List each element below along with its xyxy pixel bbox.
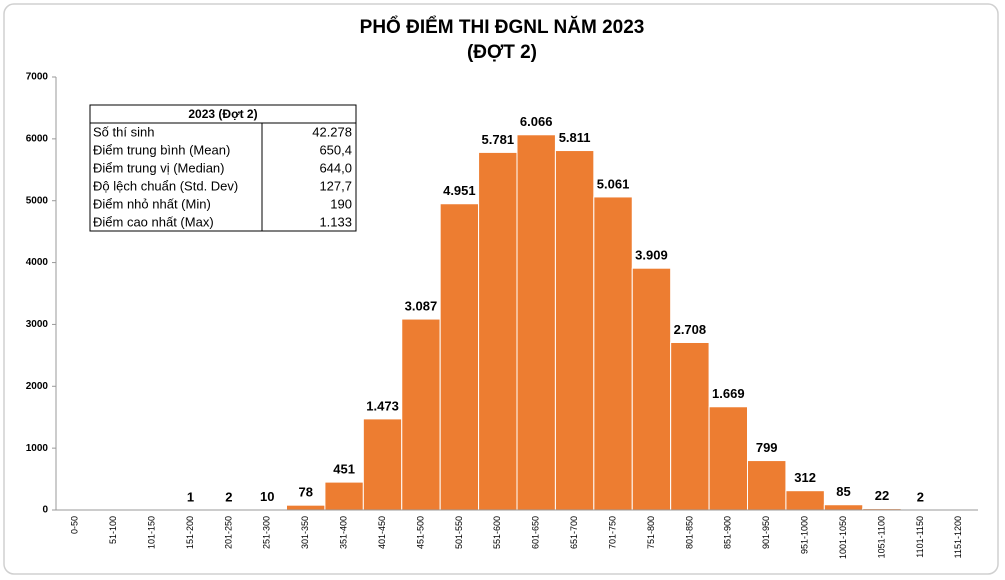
- x-tick-label: 801-850: [684, 516, 694, 549]
- x-tick-label: 301-350: [300, 516, 310, 549]
- value-label: 1: [187, 489, 194, 504]
- table-label: Điểm trung bình (Mean): [93, 142, 230, 157]
- value-label: 5.061: [597, 176, 630, 191]
- table-value: 190: [330, 196, 352, 211]
- bar: [478, 151, 518, 511]
- x-tick-label: 351-400: [339, 516, 349, 549]
- table-label: Điểm trung vị (Median): [93, 160, 225, 175]
- value-label: 10: [260, 489, 274, 504]
- x-tick-label: 51-100: [108, 516, 118, 544]
- chart-title: PHỔ ĐIỂM THI ĐGNL NĂM 2023: [360, 16, 645, 38]
- value-label: 6.066: [520, 114, 553, 129]
- x-tick-label: 251-300: [262, 516, 272, 549]
- y-tick-label: 4000: [26, 257, 49, 268]
- table-value: 1.133: [319, 214, 352, 229]
- x-tick-label: 0-50: [70, 516, 80, 534]
- value-label: 2: [225, 489, 232, 504]
- x-tick-label: 751-800: [646, 516, 656, 549]
- x-tick-label: 951-1000: [800, 516, 810, 554]
- value-label: 1.669: [712, 386, 745, 401]
- x-tick-label: 501-550: [454, 516, 464, 549]
- table-value: 650,4: [319, 142, 352, 157]
- table-value: 42.278: [312, 124, 352, 139]
- value-label: 451: [333, 462, 355, 477]
- value-label: 78: [298, 485, 312, 500]
- x-tick-label: 551-600: [492, 516, 502, 549]
- value-label: 4.951: [443, 183, 476, 198]
- bar: [708, 406, 748, 511]
- value-label: 22: [875, 488, 889, 503]
- x-tick-label: 401-450: [377, 516, 387, 549]
- x-tick-label: 101-150: [146, 516, 156, 549]
- value-label: 799: [756, 440, 778, 455]
- stats-table: [89, 104, 357, 232]
- bar: [401, 318, 441, 511]
- x-tick-label: 651-700: [569, 516, 579, 549]
- y-tick-label: 7000: [26, 72, 49, 83]
- y-tick-label: 5000: [26, 195, 49, 206]
- value-label: 5.811: [559, 130, 591, 145]
- x-tick-label: 201-250: [223, 516, 233, 549]
- value-label: 2.708: [674, 322, 707, 337]
- x-tick-label: 1101-1150: [915, 516, 925, 558]
- table-value: 127,7: [319, 178, 352, 193]
- bar: [439, 203, 480, 511]
- x-tick-label: 1151-1200: [953, 516, 963, 558]
- value-label: 2: [917, 489, 924, 504]
- x-tick-label: 451-500: [415, 516, 425, 549]
- table-header: 2023 (Đợt 2): [188, 107, 257, 121]
- x-tick-label: 901-950: [761, 516, 771, 549]
- value-label: 1.473: [366, 398, 399, 413]
- bar: [593, 196, 633, 511]
- y-tick-label: 6000: [26, 133, 49, 144]
- table-value: 644,0: [319, 160, 352, 175]
- y-tick-label: 3000: [26, 319, 49, 330]
- value-label: 3.087: [405, 298, 438, 313]
- x-tick-label: 701-750: [607, 516, 617, 549]
- table-label: Điểm nhỏ nhất (Min): [93, 196, 211, 211]
- value-label: 5.781: [482, 132, 515, 147]
- y-tick-label: 0: [42, 505, 48, 516]
- x-tick-label: 601-650: [531, 516, 541, 549]
- bar: [670, 341, 710, 511]
- bar: [516, 134, 556, 511]
- value-label: 312: [794, 470, 816, 485]
- bar: [362, 418, 403, 511]
- bar: [785, 490, 825, 511]
- bar: [823, 504, 864, 511]
- y-tick-label: 1000: [26, 443, 49, 454]
- x-tick-label: 851-900: [723, 516, 733, 549]
- bar: [286, 504, 326, 511]
- table-label: Số thí sinh: [93, 124, 154, 139]
- value-label: 3.909: [635, 248, 668, 263]
- bar: [747, 460, 787, 511]
- value-label: 85: [836, 484, 850, 499]
- x-tick-label: 1051-1100: [876, 516, 886, 558]
- chart-subtitle: (ĐỢT 2): [467, 42, 537, 63]
- x-tick-label: 151-200: [185, 516, 195, 549]
- table-label: Điểm cao nhất (Max): [93, 214, 214, 229]
- y-tick-label: 2000: [26, 381, 49, 392]
- bar: [554, 150, 595, 511]
- bar: [631, 267, 672, 511]
- bar: [324, 481, 364, 511]
- x-tick-label: 1001-1050: [838, 516, 848, 559]
- table-label: Độ lệch chuẩn (Std. Dev): [93, 178, 238, 193]
